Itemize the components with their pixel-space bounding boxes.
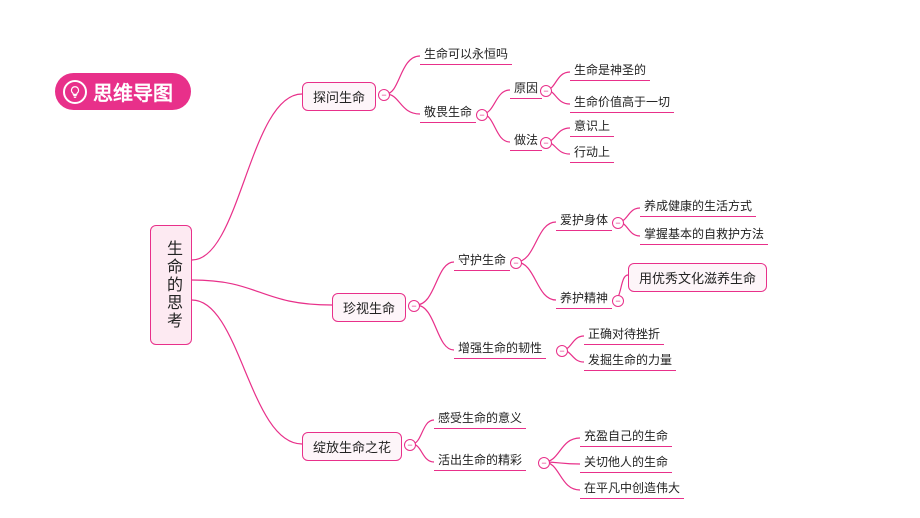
leaf-l_meaning[interactable]: 感受生命的意义 (434, 410, 526, 429)
node-n4[interactable]: 用优秀文化滋养生命 (628, 263, 767, 292)
edge (544, 462, 580, 490)
leaf-l_body[interactable]: 爱护身体 (556, 212, 612, 231)
leaf-l_awe[interactable]: 敬畏生命 (420, 104, 476, 123)
title-badge: 思维导图 (55, 73, 191, 110)
edge (192, 300, 302, 444)
leaf-l_power[interactable]: 发掘生命的力量 (584, 352, 676, 371)
collapse-toggle[interactable]: − (540, 137, 552, 149)
collapse-toggle[interactable]: − (612, 217, 624, 229)
edge (416, 262, 454, 305)
leaf-l_care[interactable]: 关切他人的生命 (580, 454, 672, 473)
leaf-l_great[interactable]: 在平凡中创造伟大 (580, 480, 684, 499)
node-n3[interactable]: 绽放生命之花 (302, 432, 402, 461)
edge (516, 262, 556, 300)
leaf-l_fill[interactable]: 充盈自己的生命 (580, 428, 672, 447)
collapse-toggle[interactable]: − (404, 439, 416, 451)
leaf-l_eternal[interactable]: 生命可以永恒吗 (420, 46, 512, 65)
collapse-toggle[interactable]: − (476, 109, 488, 121)
leaf-l_reason[interactable]: 原因 (510, 80, 542, 99)
leaf-l_guard[interactable]: 守护生命 (454, 252, 510, 271)
edge (412, 420, 434, 444)
collapse-toggle[interactable]: − (556, 345, 568, 357)
leaf-l_health[interactable]: 养成健康的生活方式 (640, 198, 756, 217)
title-text: 思维导图 (93, 77, 173, 106)
collapse-toggle[interactable]: − (378, 89, 390, 101)
leaf-l_resil[interactable]: 增强生命的韧性 (454, 340, 546, 359)
collapse-toggle[interactable]: − (408, 300, 420, 312)
leaf-l_aware[interactable]: 意识上 (570, 118, 614, 137)
leaf-l_method[interactable]: 做法 (510, 132, 542, 151)
node-n2[interactable]: 珍视生命 (332, 293, 406, 322)
collapse-toggle[interactable]: − (538, 457, 550, 469)
node-root[interactable]: 生命的思考 (150, 225, 192, 345)
leaf-l_value[interactable]: 生命价值高于一切 (570, 94, 674, 113)
edge (416, 305, 454, 350)
bulb-icon (63, 80, 87, 104)
edge (192, 94, 302, 260)
edge (544, 438, 580, 462)
leaf-l_splendor[interactable]: 活出生命的精彩 (434, 452, 526, 471)
collapse-toggle[interactable]: − (612, 295, 624, 307)
edge (386, 94, 420, 114)
leaf-l_frustr[interactable]: 正确对待挫折 (584, 326, 664, 345)
edge (192, 280, 332, 305)
leaf-l_spirit[interactable]: 养护精神 (556, 290, 612, 309)
edge (516, 222, 556, 262)
collapse-toggle[interactable]: − (510, 257, 522, 269)
edge (386, 56, 420, 94)
node-n1[interactable]: 探问生命 (302, 82, 376, 111)
collapse-toggle[interactable]: − (540, 85, 552, 97)
leaf-l_rescue[interactable]: 掌握基本的自救护方法 (640, 226, 768, 245)
leaf-l_action[interactable]: 行动上 (570, 144, 614, 163)
leaf-l_sacred[interactable]: 生命是神圣的 (570, 62, 650, 81)
